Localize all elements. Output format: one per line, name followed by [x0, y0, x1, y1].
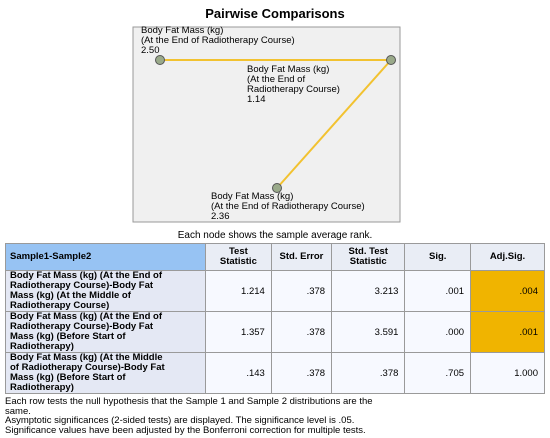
row-label-line: of Radiotherapy Course)-Body Fat — [10, 362, 165, 373]
cell: .001 — [470, 311, 545, 353]
row-label-line: Body Fat Mass (kg) (At the End of — [10, 311, 162, 322]
row-label-line: Radiotherapy Course)-Body Fat — [10, 321, 154, 332]
table-row: Body Fat Mass (kg) (At the End of Radioth… — [5, 311, 545, 353]
node-label: (At the End of Radiotherapy Course) — [211, 201, 365, 212]
title: Pairwise Comparisons — [205, 6, 345, 21]
header-cell: Adj.Sig. — [470, 243, 545, 271]
row-label-line: Mass (kg) (At the Middle of — [10, 290, 131, 301]
caption: Each node shows the sample average rank. — [177, 230, 373, 241]
row-label-line: Radiotherapy) — [10, 382, 74, 393]
node-label: Body Fat Mass (kg) — [211, 191, 293, 202]
table-row: Body Fat Mass (kg) (At the Middle of Radi… — [5, 352, 545, 394]
cell: .378 — [331, 352, 406, 394]
node-rank: 2.36 — [211, 211, 230, 222]
cell: .378 — [270, 311, 333, 353]
cell: .143 — [204, 352, 272, 394]
cell: .378 — [270, 270, 333, 312]
node-label: Body Fat Mass (kg) — [141, 25, 223, 36]
header-cell: Test Statistic — [204, 243, 272, 271]
node — [155, 55, 165, 65]
row-label-line: Body Fat Mass (kg) (At the Middle — [10, 352, 163, 363]
node-label: Body Fat Mass (kg) — [247, 64, 329, 75]
row-label-line: Mass (kg) (Before Start of — [10, 331, 126, 342]
row-label-line: Radiotherapy Course) — [10, 300, 110, 311]
cell: .001 — [404, 270, 472, 312]
cell: .000 — [404, 311, 472, 353]
row-label: Body Fat Mass (kg) (At the End of Radioth… — [5, 311, 206, 353]
diagram: Body Fat Mass (kg)(At the End of Radioth… — [132, 25, 401, 223]
cell: 1.000 — [470, 352, 545, 394]
cell: 1.357 — [204, 311, 272, 353]
cell: 1.214 — [204, 270, 272, 312]
node-label: (At the End of Radiotherapy Course) — [141, 35, 295, 46]
header-cell: Std. Test Statistic — [331, 243, 406, 271]
node-rank: 1.14 — [247, 94, 266, 105]
header-cell: Sample1-Sample2 — [5, 243, 206, 271]
row-label: Body Fat Mass (kg) (At the Middle of Radi… — [5, 352, 206, 394]
row-label: Body Fat Mass (kg) (At the End of Radioth… — [5, 270, 206, 312]
footnotes: Each row tests the null hypothesis that … — [5, 397, 373, 435]
cell: 3.591 — [331, 311, 406, 353]
header-cell: Std. Error — [270, 243, 333, 271]
row-label-line: Radiotherapy Course)-Body Fat — [10, 280, 154, 291]
node-label: (At the End of — [247, 74, 305, 85]
cell: 3.213 — [331, 270, 406, 312]
cell: .004 — [470, 270, 545, 312]
footnote: Significance values have been adjusted b… — [5, 424, 366, 436]
row-label-line: Body Fat Mass (kg) (At the End of — [10, 270, 162, 281]
node-rank: 2.50 — [141, 45, 160, 56]
node-label: Radiotherapy Course) — [247, 84, 340, 95]
table-row: Body Fat Mass (kg) (At the End of Radioth… — [5, 270, 545, 312]
footnote: same. — [5, 405, 31, 417]
edge — [276, 59, 392, 189]
header-row: Sample1-Sample2 Test Statistic Std. Error S… — [5, 243, 545, 271]
footnote: Asymptotic significances (2-sided tests)… — [5, 415, 355, 427]
footnote: Each row tests the null hypothesis that … — [5, 396, 373, 407]
header-cell: Sig. — [404, 243, 472, 271]
node — [272, 183, 282, 193]
cell: .378 — [270, 352, 333, 394]
comparison-table: Sample1-Sample2 Test Statistic Std. Error S… — [5, 243, 545, 394]
cell: .705 — [404, 352, 472, 394]
row-label-line: Mass (kg) (Before Start of — [10, 372, 126, 383]
node — [386, 55, 396, 65]
row-label-line: Radiotherapy) — [10, 341, 74, 352]
